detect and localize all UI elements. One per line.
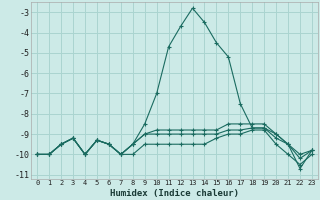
X-axis label: Humidex (Indice chaleur): Humidex (Indice chaleur) [110,189,239,198]
